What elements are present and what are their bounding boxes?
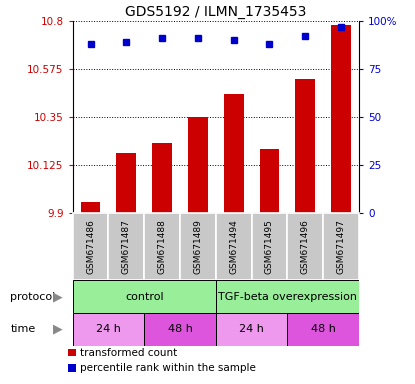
Bar — [331, 25, 351, 213]
Bar — [73, 280, 216, 313]
Bar — [73, 213, 108, 280]
Text: time: time — [10, 324, 36, 334]
Text: TGF-beta overexpression: TGF-beta overexpression — [218, 291, 357, 302]
Text: 24 h: 24 h — [96, 324, 121, 334]
Text: ▶: ▶ — [53, 323, 62, 336]
Text: GSM671486: GSM671486 — [86, 219, 95, 274]
Bar — [144, 213, 180, 280]
Text: 24 h: 24 h — [239, 324, 264, 334]
Text: GSM671494: GSM671494 — [229, 219, 238, 274]
Text: transformed count: transformed count — [80, 348, 177, 358]
Bar — [295, 79, 315, 213]
Text: GSM671489: GSM671489 — [193, 219, 203, 274]
Bar — [224, 94, 244, 213]
Bar — [180, 213, 216, 280]
Text: GSM671496: GSM671496 — [301, 219, 310, 274]
Text: protocol: protocol — [10, 291, 56, 302]
Bar — [260, 149, 279, 213]
Text: GSM671488: GSM671488 — [158, 219, 166, 274]
Bar — [81, 202, 100, 213]
Bar — [216, 313, 287, 346]
Bar — [117, 153, 136, 213]
Text: ▶: ▶ — [53, 290, 62, 303]
Bar — [152, 143, 172, 213]
Bar — [188, 117, 208, 213]
Bar — [144, 313, 216, 346]
Bar — [287, 313, 359, 346]
Bar — [108, 213, 144, 280]
Bar — [216, 280, 359, 313]
Bar — [251, 213, 287, 280]
Bar — [287, 213, 323, 280]
Bar — [216, 213, 251, 280]
Bar — [73, 313, 144, 346]
Text: 48 h: 48 h — [311, 324, 336, 334]
Text: GSM671487: GSM671487 — [122, 219, 131, 274]
Text: GSM671497: GSM671497 — [337, 219, 346, 274]
Bar — [323, 213, 359, 280]
Text: 48 h: 48 h — [168, 324, 193, 334]
Text: control: control — [125, 291, 164, 302]
Text: percentile rank within the sample: percentile rank within the sample — [80, 363, 256, 373]
Text: GSM671495: GSM671495 — [265, 219, 274, 274]
Title: GDS5192 / ILMN_1735453: GDS5192 / ILMN_1735453 — [125, 5, 307, 19]
